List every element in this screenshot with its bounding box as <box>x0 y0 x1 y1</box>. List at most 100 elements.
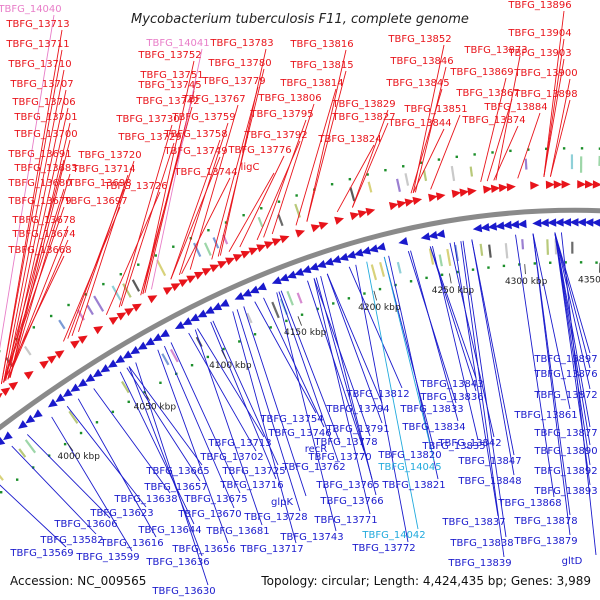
gene-label[interactable]: TBFG_13728 <box>243 512 307 523</box>
gene-label[interactable]: TBFG_13710 <box>7 59 71 70</box>
gene-label[interactable]: TBFG_13835 <box>421 441 485 452</box>
gene-label[interactable]: TBFG_13678 <box>11 215 75 226</box>
gene-label[interactable]: TBFG_13674 <box>11 229 75 240</box>
gene-label[interactable]: TBFG_13707 <box>9 79 73 90</box>
gene-label[interactable]: TBFG_13698 <box>67 178 131 189</box>
gene-label[interactable]: TBFG_13812 <box>345 389 409 400</box>
gene-label[interactable]: TBFG_13730 <box>115 114 179 125</box>
gene-label[interactable]: TBFG_13792 <box>243 130 307 141</box>
gene-label[interactable]: TBFG_13749 <box>163 146 227 157</box>
gene-label[interactable]: TBFG_13656 <box>171 544 235 555</box>
gene-label[interactable]: TBFG_13691 <box>7 149 71 160</box>
gene-label[interactable]: TBFG_13725 <box>221 466 285 477</box>
gene-label[interactable]: TBFG_13869 <box>449 67 513 78</box>
gene-label[interactable]: TBFG_13746 <box>267 428 331 439</box>
gene-label[interactable]: TBFG_13896 <box>507 0 571 11</box>
gene-label[interactable]: TBFG_13874 <box>461 115 525 126</box>
gene-label[interactable]: TBFG_13836 <box>419 392 483 403</box>
gene-label[interactable]: recR <box>305 444 328 455</box>
gene-label[interactable]: TBFG_13884 <box>483 102 547 113</box>
gene-label[interactable]: TBFG_13876 <box>533 369 597 380</box>
gene-label[interactable]: TBFG_13720 <box>77 150 141 161</box>
gene-label[interactable]: TBFG_13877 <box>533 428 597 439</box>
gene-label[interactable]: TBFG_13846 <box>389 56 453 67</box>
gene-label[interactable]: TBFG_13821 <box>381 480 445 491</box>
gene-label[interactable]: TBFG_13759 <box>171 112 235 123</box>
gene-label[interactable]: TBFG_13630 <box>151 586 215 597</box>
gene-label[interactable]: TBFG_13644 <box>137 525 201 536</box>
gene-label[interactable]: TBFG_13713 <box>5 19 69 30</box>
gene-label[interactable]: TBFG_13771 <box>313 515 377 526</box>
gene-label[interactable]: TBFG_14041 <box>145 38 209 49</box>
gene-label[interactable]: TBFG_14040 <box>0 4 62 15</box>
gene-label[interactable]: glpK <box>271 497 293 508</box>
gene-label[interactable]: TBFG_13700 <box>13 129 77 140</box>
gene-label[interactable]: TBFG_13852 <box>387 34 451 45</box>
gene-label[interactable]: TBFG_13670 <box>177 509 241 520</box>
gene-label[interactable]: TBFG_13772 <box>351 543 415 554</box>
gene-label[interactable]: TBFG_13675 <box>183 494 247 505</box>
gene-label[interactable]: TBFG_13711 <box>5 39 69 50</box>
gene-label[interactable]: TBFG_13890 <box>533 446 597 457</box>
gene-label[interactable]: TBFG_13783 <box>209 38 273 49</box>
gene-label[interactable]: TBFG_13717 <box>239 544 303 555</box>
gene-label[interactable]: TBFG_13851 <box>403 104 467 115</box>
gene-label[interactable]: TBFG_13806 <box>257 93 321 104</box>
gene-label[interactable]: TBFG_13824 <box>317 134 381 145</box>
gene-label[interactable]: TBFG_13683 <box>13 163 77 174</box>
gene-label[interactable]: TBFG_13861 <box>513 410 577 421</box>
gene-label[interactable]: TBFG_13679 <box>7 196 71 207</box>
gene-label[interactable]: TBFG_13878 <box>513 516 577 527</box>
gene-label[interactable]: TBFG_13868 <box>497 498 561 509</box>
gene-label[interactable]: TBFG_13847 <box>457 456 521 467</box>
gene-label[interactable]: TBFG_13897 <box>533 354 597 365</box>
gene-label[interactable]: TBFG_13900 <box>513 68 577 79</box>
gene-label[interactable]: TBFG_13829 <box>331 99 395 110</box>
gene-label[interactable]: TBFG_13766 <box>319 496 383 507</box>
gene-label[interactable]: gltD <box>562 556 583 567</box>
gene-label[interactable]: TBFG_13845 <box>385 78 449 89</box>
gene-label[interactable]: TBFG_13843 <box>419 379 483 390</box>
gene-label[interactable]: TBFG_13776 <box>227 145 291 156</box>
gene-label[interactable]: TBFG_13903 <box>507 48 571 59</box>
gene-label[interactable]: TBFG_13657 <box>143 482 207 493</box>
gene-label[interactable]: TBFG_13844 <box>387 118 451 129</box>
gene-label[interactable]: TBFG_13765 <box>315 480 379 491</box>
gene-label[interactable]: TBFG_13893 <box>533 486 597 497</box>
gene-label[interactable]: TBFG_13729 <box>117 132 181 143</box>
gene-label[interactable]: TBFG_13780 <box>207 58 271 69</box>
gene-label[interactable]: TBFG_13778 <box>313 437 377 448</box>
gene-label[interactable]: TBFG_13816 <box>289 39 353 50</box>
gene-label[interactable]: TBFG_13872 <box>533 390 597 401</box>
gene-label[interactable]: TBFG_13754 <box>259 414 323 425</box>
gene-label[interactable]: TBFG_13606 <box>53 519 117 530</box>
gene-label[interactable]: TBFG_13779 <box>201 76 265 87</box>
gene-label[interactable]: TBFG_13758 <box>163 129 227 140</box>
gene-label[interactable]: TBFG_13744 <box>173 167 237 178</box>
gene-label[interactable]: TBFG_13713 <box>207 438 271 449</box>
gene-label[interactable]: TBFG_13814 <box>279 78 343 89</box>
gene-label[interactable]: TBFG_13636 <box>145 557 209 568</box>
gene-label[interactable]: TBFG_13791 <box>325 424 389 435</box>
gene-label[interactable]: TBFG_13702 <box>199 452 263 463</box>
gene-label[interactable]: TBFG_13751 <box>139 70 203 81</box>
gene-label[interactable]: TBFG_13752 <box>137 50 201 61</box>
gene-label[interactable]: TBFG_13848 <box>457 476 521 487</box>
gene-label[interactable]: TBFG_13839 <box>447 558 511 569</box>
gene-label[interactable]: TBFG_13623 <box>89 508 153 519</box>
gene-label[interactable]: TBFG_13834 <box>401 422 465 433</box>
gene-label[interactable]: TBFG_13697 <box>63 196 127 207</box>
gene-label[interactable]: TBFG_13582 <box>39 535 103 546</box>
gene-label[interactable]: TBFG_13815 <box>289 60 353 71</box>
gene-label[interactable]: TBFG_13827 <box>331 112 395 123</box>
gene-label[interactable]: TBFG_14042 <box>361 530 425 541</box>
gene-label[interactable]: TBFG_13842 <box>437 438 501 449</box>
gene-label[interactable]: TBFG_13873 <box>463 45 527 56</box>
gene-label[interactable]: TBFG_13616 <box>99 538 163 549</box>
gene-label[interactable]: TBFG_13665 <box>145 466 209 477</box>
gene-label[interactable]: TBFG_13668 <box>7 245 71 256</box>
gene-label[interactable]: TBFG_13742 <box>135 96 199 107</box>
gene-label[interactable]: TBFG_13716 <box>219 480 283 491</box>
gene-label[interactable]: TBFG_13762 <box>281 462 345 473</box>
gene-label[interactable]: TBFG_13904 <box>507 28 571 39</box>
